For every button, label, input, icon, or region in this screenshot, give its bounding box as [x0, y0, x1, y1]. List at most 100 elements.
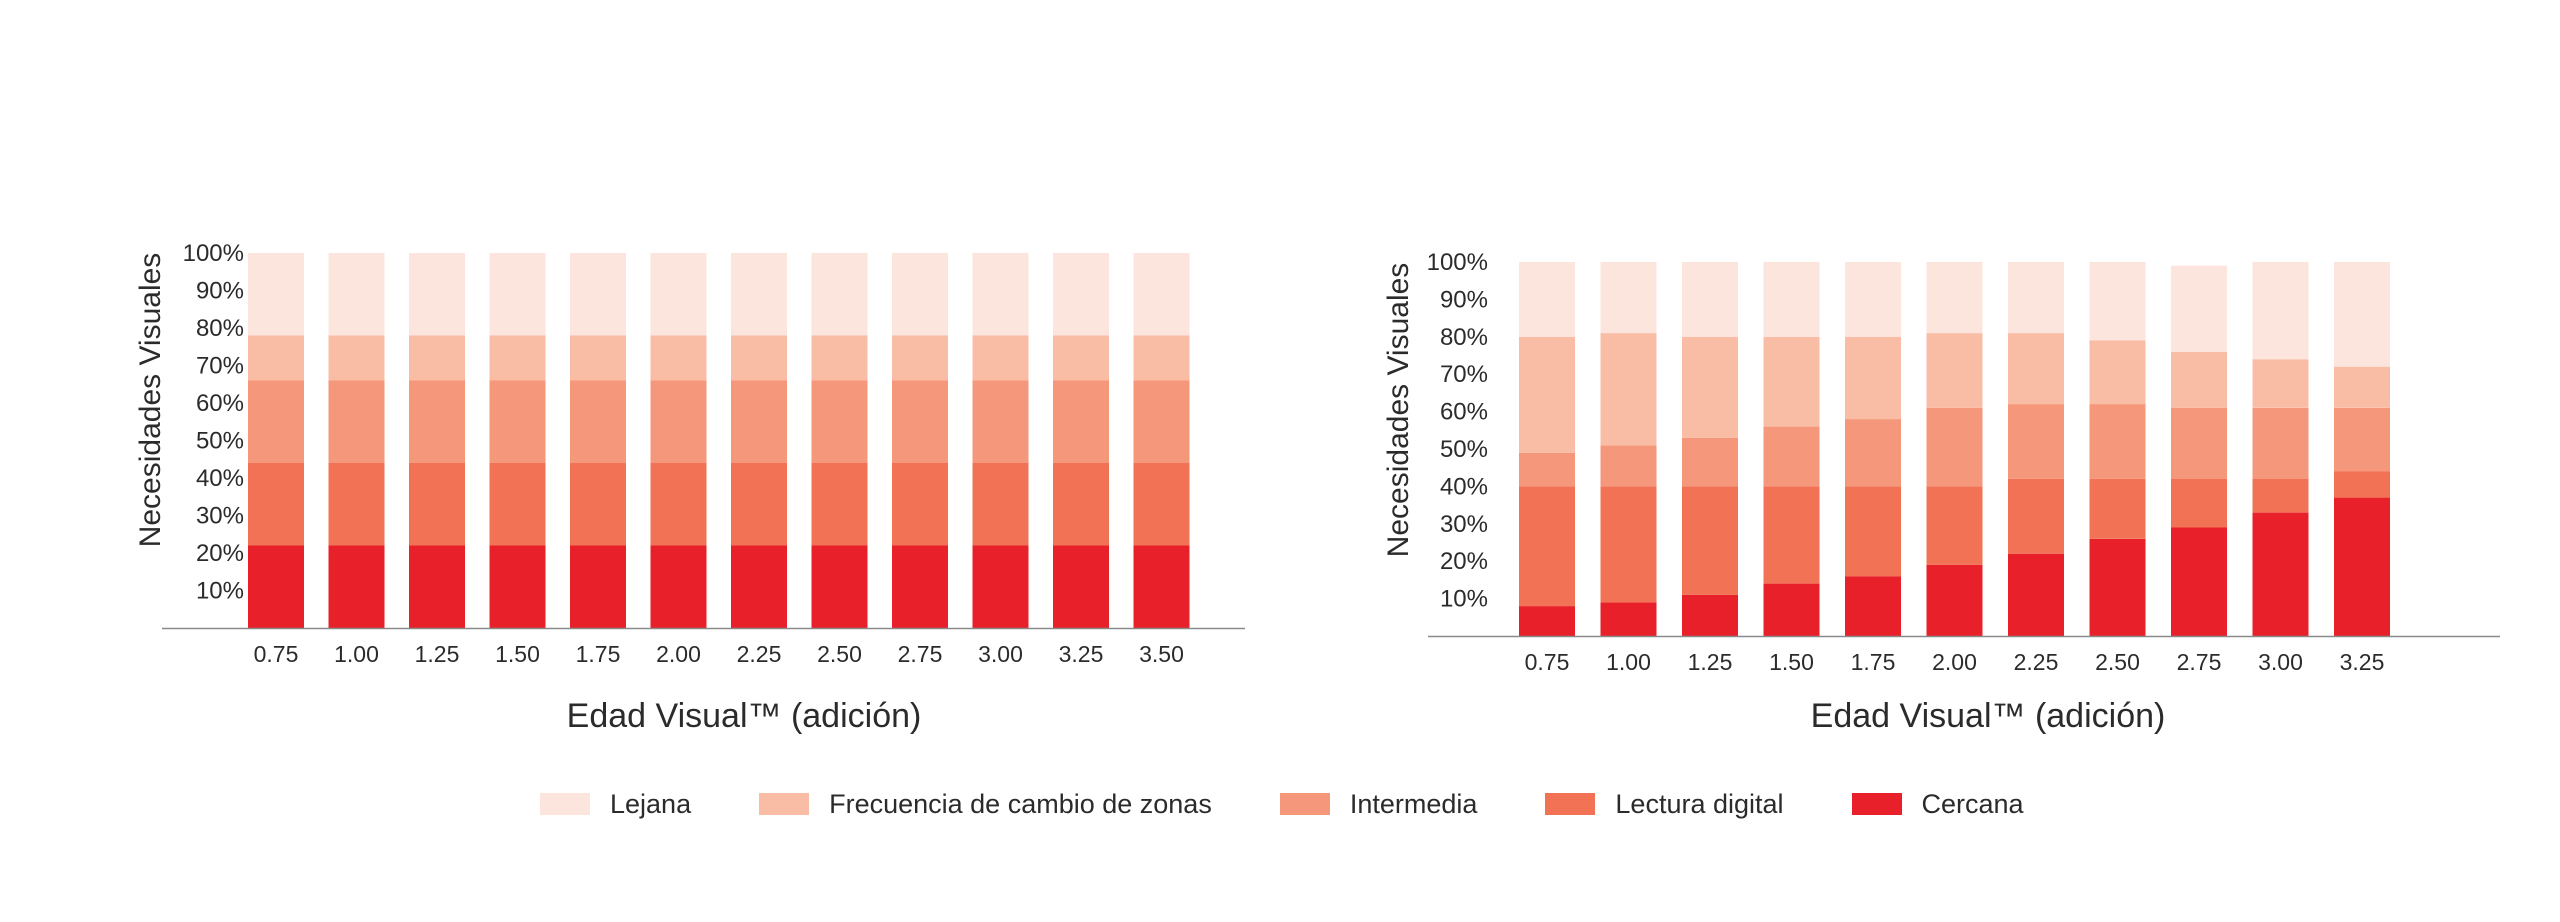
x-tick-label: 1.25: [1688, 649, 1733, 675]
bar-segment-intermedia-1.00: [1600, 445, 1657, 487]
bar-segment-frecuencia-de-cambio-de-zonas-1.50: [489, 335, 546, 381]
bar-segment-frecuencia-de-cambio-de-zonas-3.50: [1133, 335, 1190, 381]
x-tick-label: 2.50: [2095, 649, 2140, 675]
x-tick-label: 1.75: [576, 641, 621, 667]
bar-segment-lejana-1.75: [570, 253, 626, 336]
bar-segment-cercana-3.50: [1133, 545, 1190, 628]
legend-swatch-frecuencia: [759, 793, 810, 815]
legend-swatch-cercana: [1851, 793, 1902, 815]
bar-segment-intermedia-0.75: [248, 380, 304, 463]
bar-segment-cercana-2.00: [1926, 564, 1983, 636]
chart-left-ylabel: Necesidades Visuales: [134, 253, 167, 548]
bar-segment-lejana-1.00: [1600, 262, 1657, 334]
x-tick-label: 1.25: [415, 641, 460, 667]
legend-label: Lectura digital: [1615, 788, 1784, 819]
bar-segment-lejana-1.25: [1682, 262, 1738, 337]
bar-segment-lejana-3.25: [1053, 253, 1109, 336]
bar-segment-intermedia-0.75: [1519, 452, 1575, 487]
bar-segment-lejana-2.75: [892, 253, 948, 336]
bar-segment-cercana-1.25: [1682, 594, 1738, 636]
y-tick-label: 40%: [1440, 473, 1488, 500]
legend-item-lejana: Lejana: [540, 789, 691, 820]
bar-segment-lectura-digital-1.25: [409, 463, 465, 546]
y-tick-label: 60%: [1440, 399, 1488, 426]
bar-segment-intermedia-2.00: [650, 380, 707, 463]
bar-segment-cercana-2.25: [731, 545, 787, 628]
y-tick-label: 60%: [196, 390, 244, 417]
bar-segment-lectura-digital-2.25: [2008, 478, 2064, 554]
bar-segment-lejana-3.00: [972, 253, 1029, 336]
bar-segment-intermedia-1.25: [1682, 437, 1738, 487]
bar-segment-lectura-digital-2.00: [650, 463, 707, 546]
bar-segment-lejana-0.75: [248, 253, 304, 336]
x-tick-label: 1.00: [334, 641, 379, 667]
bar-segment-lectura-digital-2.50: [2089, 478, 2146, 539]
bar-segment-cercana-1.00: [1600, 602, 1657, 636]
bar-segment-cercana-1.75: [570, 545, 626, 628]
bar-segment-lejana-2.75: [2171, 265, 2227, 352]
bar-segment-intermedia-1.50: [489, 380, 546, 463]
bar-segment-frecuencia-de-cambio-de-zonas-3.00: [2252, 359, 2309, 408]
x-tick-label: 2.75: [2177, 649, 2222, 675]
chart-right: Necesidades Visuales Edad Visual™ (adici…: [1382, 249, 2500, 735]
bar-segment-lectura-digital-1.00: [1600, 486, 1657, 603]
legend-label: Frecuencia de cambio de zonas: [829, 788, 1212, 819]
y-tick-label: 50%: [196, 428, 244, 455]
x-tick-label: 2.00: [656, 641, 701, 667]
y-tick-label: 30%: [196, 503, 244, 530]
bar-segment-lectura-digital-2.25: [731, 463, 787, 546]
bar-segment-intermedia-1.00: [328, 380, 385, 463]
bar-segment-lejana-2.25: [2008, 262, 2064, 334]
y-tick-label: 20%: [1440, 548, 1488, 575]
bar-segment-lejana-1.50: [489, 253, 546, 336]
bar-segment-intermedia-1.75: [570, 380, 626, 463]
bar-segment-intermedia-3.00: [2252, 407, 2309, 479]
legend-item-cercana: Cercana: [1851, 788, 2024, 820]
bar-segment-intermedia-2.00: [1926, 407, 1983, 487]
bar-segment-cercana-2.25: [2008, 553, 2064, 636]
bar-segment-lectura-digital-2.00: [1926, 486, 1983, 565]
bar-segment-frecuencia-de-cambio-de-zonas-2.75: [2171, 351, 2227, 408]
legend-item-lectura-digital: Lectura digital: [1545, 788, 1784, 820]
legend-swatch-lectura-digital: [1545, 793, 1596, 815]
chart-legend: Lejana Frecuencia de cambio de zonas Int…: [540, 784, 2092, 824]
bar-segment-lectura-digital-3.25: [2334, 471, 2390, 498]
bar-segment-intermedia-3.00: [972, 380, 1029, 463]
bar-segment-frecuencia-de-cambio-de-zonas-2.00: [1926, 333, 1983, 408]
chart-right-xlabel: Edad Visual™ (adición): [1811, 697, 2166, 735]
bar-segment-intermedia-2.75: [2171, 407, 2227, 479]
bar-segment-frecuencia-de-cambio-de-zonas-1.25: [1682, 336, 1738, 438]
bar-segment-intermedia-2.75: [892, 380, 948, 463]
x-tick-label: 1.50: [1769, 649, 1814, 675]
legend-label: Cercana: [1921, 788, 2024, 819]
y-tick-label: 40%: [196, 465, 244, 492]
bar-segment-frecuencia-de-cambio-de-zonas-3.00: [972, 335, 1029, 381]
bar-segment-frecuencia-de-cambio-de-zonas-2.75: [892, 335, 948, 381]
y-tick-label: 50%: [1440, 436, 1488, 463]
bar-segment-frecuencia-de-cambio-de-zonas-1.75: [570, 335, 626, 381]
bar-segment-cercana-1.50: [489, 545, 546, 628]
y-tick-label: 90%: [196, 278, 244, 305]
y-tick-label: 10%: [1440, 586, 1488, 613]
bar-segment-lectura-digital-2.50: [811, 463, 868, 546]
bar-segment-lectura-digital-1.75: [570, 463, 626, 546]
bar-segment-lectura-digital-1.00: [328, 463, 385, 546]
bar-segment-intermedia-2.50: [811, 380, 868, 463]
bar-segment-lectura-digital-3.00: [972, 463, 1029, 546]
bar-segment-frecuencia-de-cambio-de-zonas-3.25: [1053, 335, 1109, 381]
bar-segment-lejana-1.00: [328, 253, 385, 336]
bar-segment-lectura-digital-3.25: [1053, 463, 1109, 546]
bar-segment-frecuencia-de-cambio-de-zonas-2.50: [2089, 340, 2146, 405]
legend-swatch-intermedia: [1279, 793, 1330, 815]
bar-segment-lejana-1.25: [409, 253, 465, 336]
x-tick-label: 3.50: [1139, 641, 1184, 667]
bar-segment-intermedia-1.50: [1763, 426, 1820, 487]
bar-segment-frecuencia-de-cambio-de-zonas-1.75: [1845, 336, 1901, 420]
bar-segment-lejana-2.25: [731, 253, 787, 336]
bar-segment-frecuencia-de-cambio-de-zonas-3.25: [2334, 366, 2390, 408]
bar-segment-cercana-1.75: [1845, 576, 1901, 636]
bar-segment-intermedia-3.25: [2334, 407, 2390, 472]
bar-segment-cercana-0.75: [248, 545, 304, 628]
bar-segment-intermedia-1.25: [409, 380, 465, 463]
legend-item-frecuencia: Frecuencia de cambio de zonas: [759, 789, 1212, 820]
